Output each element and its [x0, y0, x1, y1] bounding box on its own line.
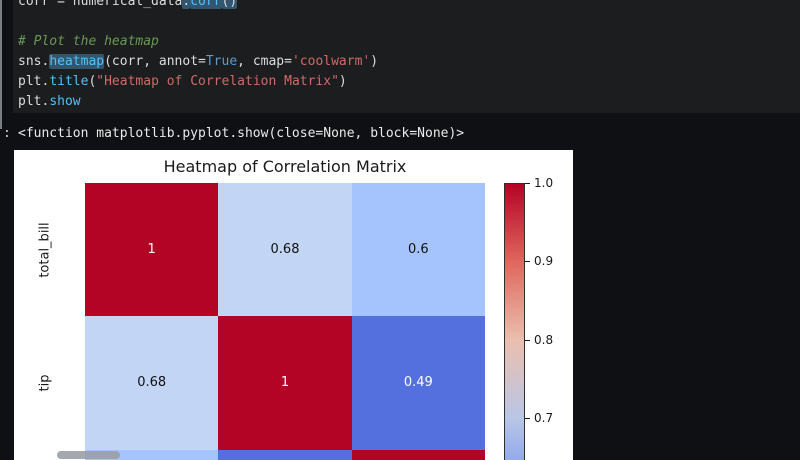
code-cell[interactable]: corr = numerical_data.corr() # Plot the h… — [13, 0, 800, 113]
code-token: () — [221, 0, 238, 9]
heatmap-cell — [351, 449, 485, 460]
code-token: heatmap — [49, 54, 105, 69]
code-line: sns.heatmap(corr, annot=True, cmap='cool… — [18, 52, 800, 72]
heatmap-cell: 1 — [218, 316, 352, 450]
cell-left-rail — [0, 0, 2, 129]
code-token: (corr, annot= — [104, 54, 206, 69]
code-line: corr = numerical_data.corr() — [18, 0, 800, 12]
output-prompt: : — [3, 126, 11, 141]
figure-output: Heatmap of Correlation Matrix total_bill… — [14, 150, 573, 460]
code-editor[interactable]: corr = numerical_data.corr() # Plot the h… — [18, 0, 800, 112]
code-token: title — [49, 74, 89, 89]
heatmap-cell: 0.6 — [351, 183, 485, 317]
colorbar-tick-label: 0.7 — [534, 411, 554, 426]
code-token: ) — [370, 54, 379, 69]
code-token: ( — [88, 74, 97, 89]
colorbar — [504, 183, 525, 460]
chart-title: Heatmap of Correlation Matrix — [163, 157, 407, 176]
y-axis-label: total_bill — [37, 221, 53, 278]
colorbar-tick-label: 1.0 — [534, 176, 554, 190]
code-line: # Plot the heatmap — [18, 32, 800, 52]
code-token: show — [49, 94, 81, 109]
heatmap-cell — [85, 449, 219, 460]
code-token: plt. — [18, 94, 50, 109]
heatmap-cell: 0.68 — [218, 183, 352, 317]
colorbar-tick-mark — [525, 418, 530, 420]
code-token: . — [182, 0, 191, 9]
code-token: corr — [190, 0, 222, 9]
code-line — [18, 12, 800, 32]
code-token: "Heatmap of Correlation Matrix" — [96, 74, 339, 89]
horizontal-scrollbar[interactable] — [57, 451, 120, 459]
code-token: sns. — [18, 54, 50, 69]
code-line: plt.title("Heatmap of Correlation Matrix… — [18, 72, 800, 92]
y-axis-label: tip — [37, 374, 53, 392]
colorbar-tick-mark — [525, 339, 530, 341]
heatmap-cell: 0.68 — [85, 316, 219, 450]
colorbar-tick-label: 0.8 — [534, 332, 554, 347]
code-token: corr = numerical_data — [18, 0, 183, 9]
heatmap-cell: 0.49 — [351, 316, 485, 450]
code-token: True — [205, 54, 238, 69]
colorbar-tick-mark — [525, 183, 530, 184]
code-line: plt.show — [18, 92, 800, 112]
heatmap-cell: 1 — [85, 183, 219, 317]
code-token: 'coolwarm' — [291, 54, 371, 69]
code-token: plt. — [18, 74, 50, 89]
code-token: # Plot the heatmap — [18, 34, 159, 49]
colorbar-tick-label: 0.9 — [534, 254, 554, 269]
code-token: ) — [338, 74, 347, 89]
heatmap: 1 0.68 0.6 0.68 1 0.49 — [85, 183, 485, 460]
heatmap-cell — [218, 449, 352, 460]
code-token: , cmap= — [237, 54, 292, 69]
colorbar-tick-mark — [525, 261, 530, 263]
output-area: : <function matplotlib.pyplot.show(close… — [0, 125, 800, 143]
output-text: <function matplotlib.pyplot.show(close=N… — [18, 126, 465, 141]
